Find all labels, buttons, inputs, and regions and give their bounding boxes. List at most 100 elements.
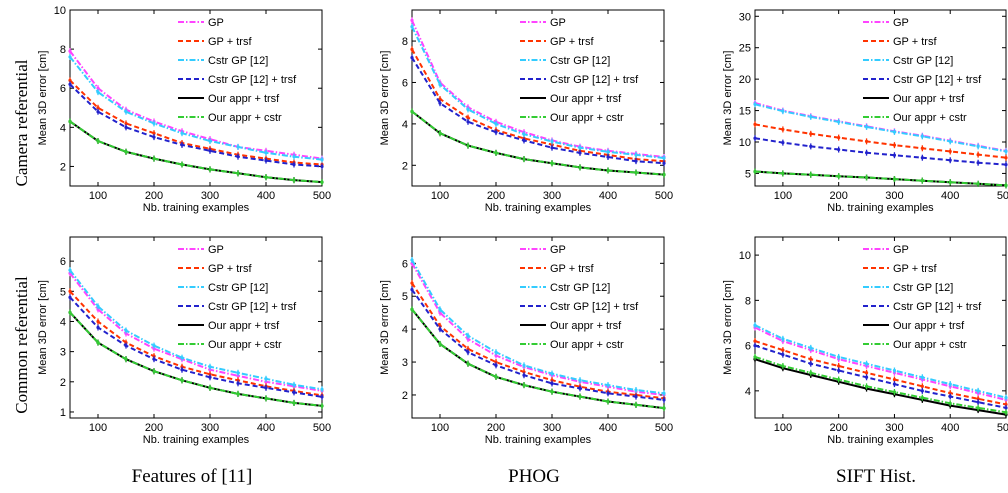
- x-axis-label: Nb. training examples: [143, 434, 250, 446]
- data-point: [410, 307, 414, 311]
- legend-entry: Cstr GP [12]: [208, 55, 268, 67]
- legend-entry: GP: [893, 17, 909, 29]
- legend: GP GP + trsf Cstr GP [12] Cstr GP [12] + tr…: [863, 244, 982, 351]
- data-point: [864, 175, 869, 180]
- data-point: [68, 295, 72, 299]
- data-point: [152, 135, 156, 139]
- legend-entry: Our appr + trsf: [550, 320, 622, 332]
- data-point: [948, 391, 952, 395]
- series-our-appr-cstr: [753, 353, 1008, 416]
- data-point: [781, 171, 785, 176]
- data-point: [837, 364, 841, 368]
- y-tick-label: 10: [739, 137, 751, 149]
- series-cstr-gp-12: [68, 267, 324, 393]
- data-point: [634, 170, 638, 175]
- data-point: [264, 158, 268, 163]
- data-point: [1004, 163, 1008, 167]
- x-tick-label: 400: [257, 190, 275, 202]
- data-point: [494, 353, 498, 358]
- data-point: [96, 139, 100, 143]
- data-point: [578, 378, 582, 382]
- data-point: [180, 368, 184, 372]
- data-point: [976, 389, 980, 393]
- data-point: [236, 145, 240, 149]
- x-tick-label: 200: [145, 422, 163, 434]
- data-point: [606, 155, 610, 159]
- series-line: [69, 56, 323, 161]
- data-point: [1004, 156, 1008, 160]
- data-point: [976, 152, 980, 157]
- chart-panel-5: 100 200 300 400 500 2 3 4 5 6 Nb. training example…: [379, 236, 673, 446]
- data-point: [180, 365, 184, 369]
- data-point: [494, 130, 498, 134]
- legend-entry: Our appr + cstr: [550, 339, 624, 351]
- series-line: [754, 137, 1007, 166]
- data-point: [550, 371, 554, 376]
- data-point: [320, 387, 324, 391]
- legend-entry: Cstr GP [12]: [893, 282, 953, 294]
- x-axis-label: Nb. training examples: [143, 202, 250, 214]
- legend-entry: Cstr GP [12]: [208, 282, 268, 294]
- legend-entry: Our appr + cstr: [208, 112, 282, 124]
- data-point: [809, 346, 813, 350]
- data-point: [550, 378, 554, 382]
- data-point: [634, 388, 638, 392]
- data-point: [837, 147, 841, 152]
- series-line: [754, 326, 1007, 401]
- y-tick-label: 8: [60, 44, 66, 56]
- x-tick-label: 500: [655, 190, 673, 202]
- data-point: [236, 371, 240, 375]
- data-point: [892, 130, 897, 134]
- y-tick-label: 10: [739, 250, 751, 262]
- series-line: [411, 48, 665, 163]
- x-tick-label: 400: [599, 422, 617, 434]
- y-axis-label: Mean 3D error [cm]: [379, 51, 391, 146]
- data-point: [152, 369, 156, 373]
- data-point: [152, 131, 156, 135]
- data-point: [753, 355, 757, 359]
- data-point: [68, 55, 72, 59]
- data-point: [236, 378, 240, 382]
- data-point: [292, 390, 296, 394]
- y-axis-label: Mean 3D error [cm]: [722, 280, 734, 375]
- data-point: [662, 406, 666, 410]
- x-tick-label: 300: [543, 190, 561, 202]
- legend: GP GP + trsf Cstr GP [12] Cstr GP [12] + tr…: [863, 17, 982, 124]
- data-point: [494, 122, 498, 126]
- series-line: [411, 110, 665, 176]
- data-point: [662, 391, 666, 395]
- series-line: [754, 358, 1007, 416]
- data-point: [920, 396, 924, 400]
- data-point: [180, 162, 184, 167]
- data-point: [96, 106, 100, 110]
- data-point: [466, 144, 470, 148]
- series-line: [411, 282, 665, 400]
- data-point: [124, 328, 128, 333]
- series-our-appr-cstr: [753, 168, 1008, 189]
- data-point: [208, 149, 212, 153]
- data-point: [662, 398, 666, 402]
- column-label-sift: SIFT Hist.: [836, 466, 916, 487]
- data-point: [550, 139, 554, 144]
- data-point: [522, 132, 526, 136]
- series-cstr-gp-12: [410, 257, 666, 397]
- series-line: [754, 344, 1007, 409]
- series-line: [411, 308, 665, 410]
- data-point: [68, 82, 72, 86]
- series-cstr-gp-12-trsf: [68, 294, 324, 400]
- x-tick-label: 400: [599, 190, 617, 202]
- series-line: [411, 289, 665, 401]
- data-point: [634, 403, 638, 407]
- data-point: [976, 182, 980, 186]
- legend-entry: Cstr GP [12] + trsf: [893, 74, 982, 86]
- data-point: [606, 168, 610, 173]
- data-point: [892, 382, 897, 386]
- data-point: [96, 325, 100, 330]
- legend-entry: GP + trsf: [208, 263, 252, 275]
- data-point: [948, 401, 952, 405]
- data-point: [152, 347, 156, 351]
- series-cstr-gp-12: [410, 23, 666, 162]
- data-point: [864, 125, 869, 129]
- data-point: [753, 102, 757, 106]
- data-point: [494, 151, 498, 155]
